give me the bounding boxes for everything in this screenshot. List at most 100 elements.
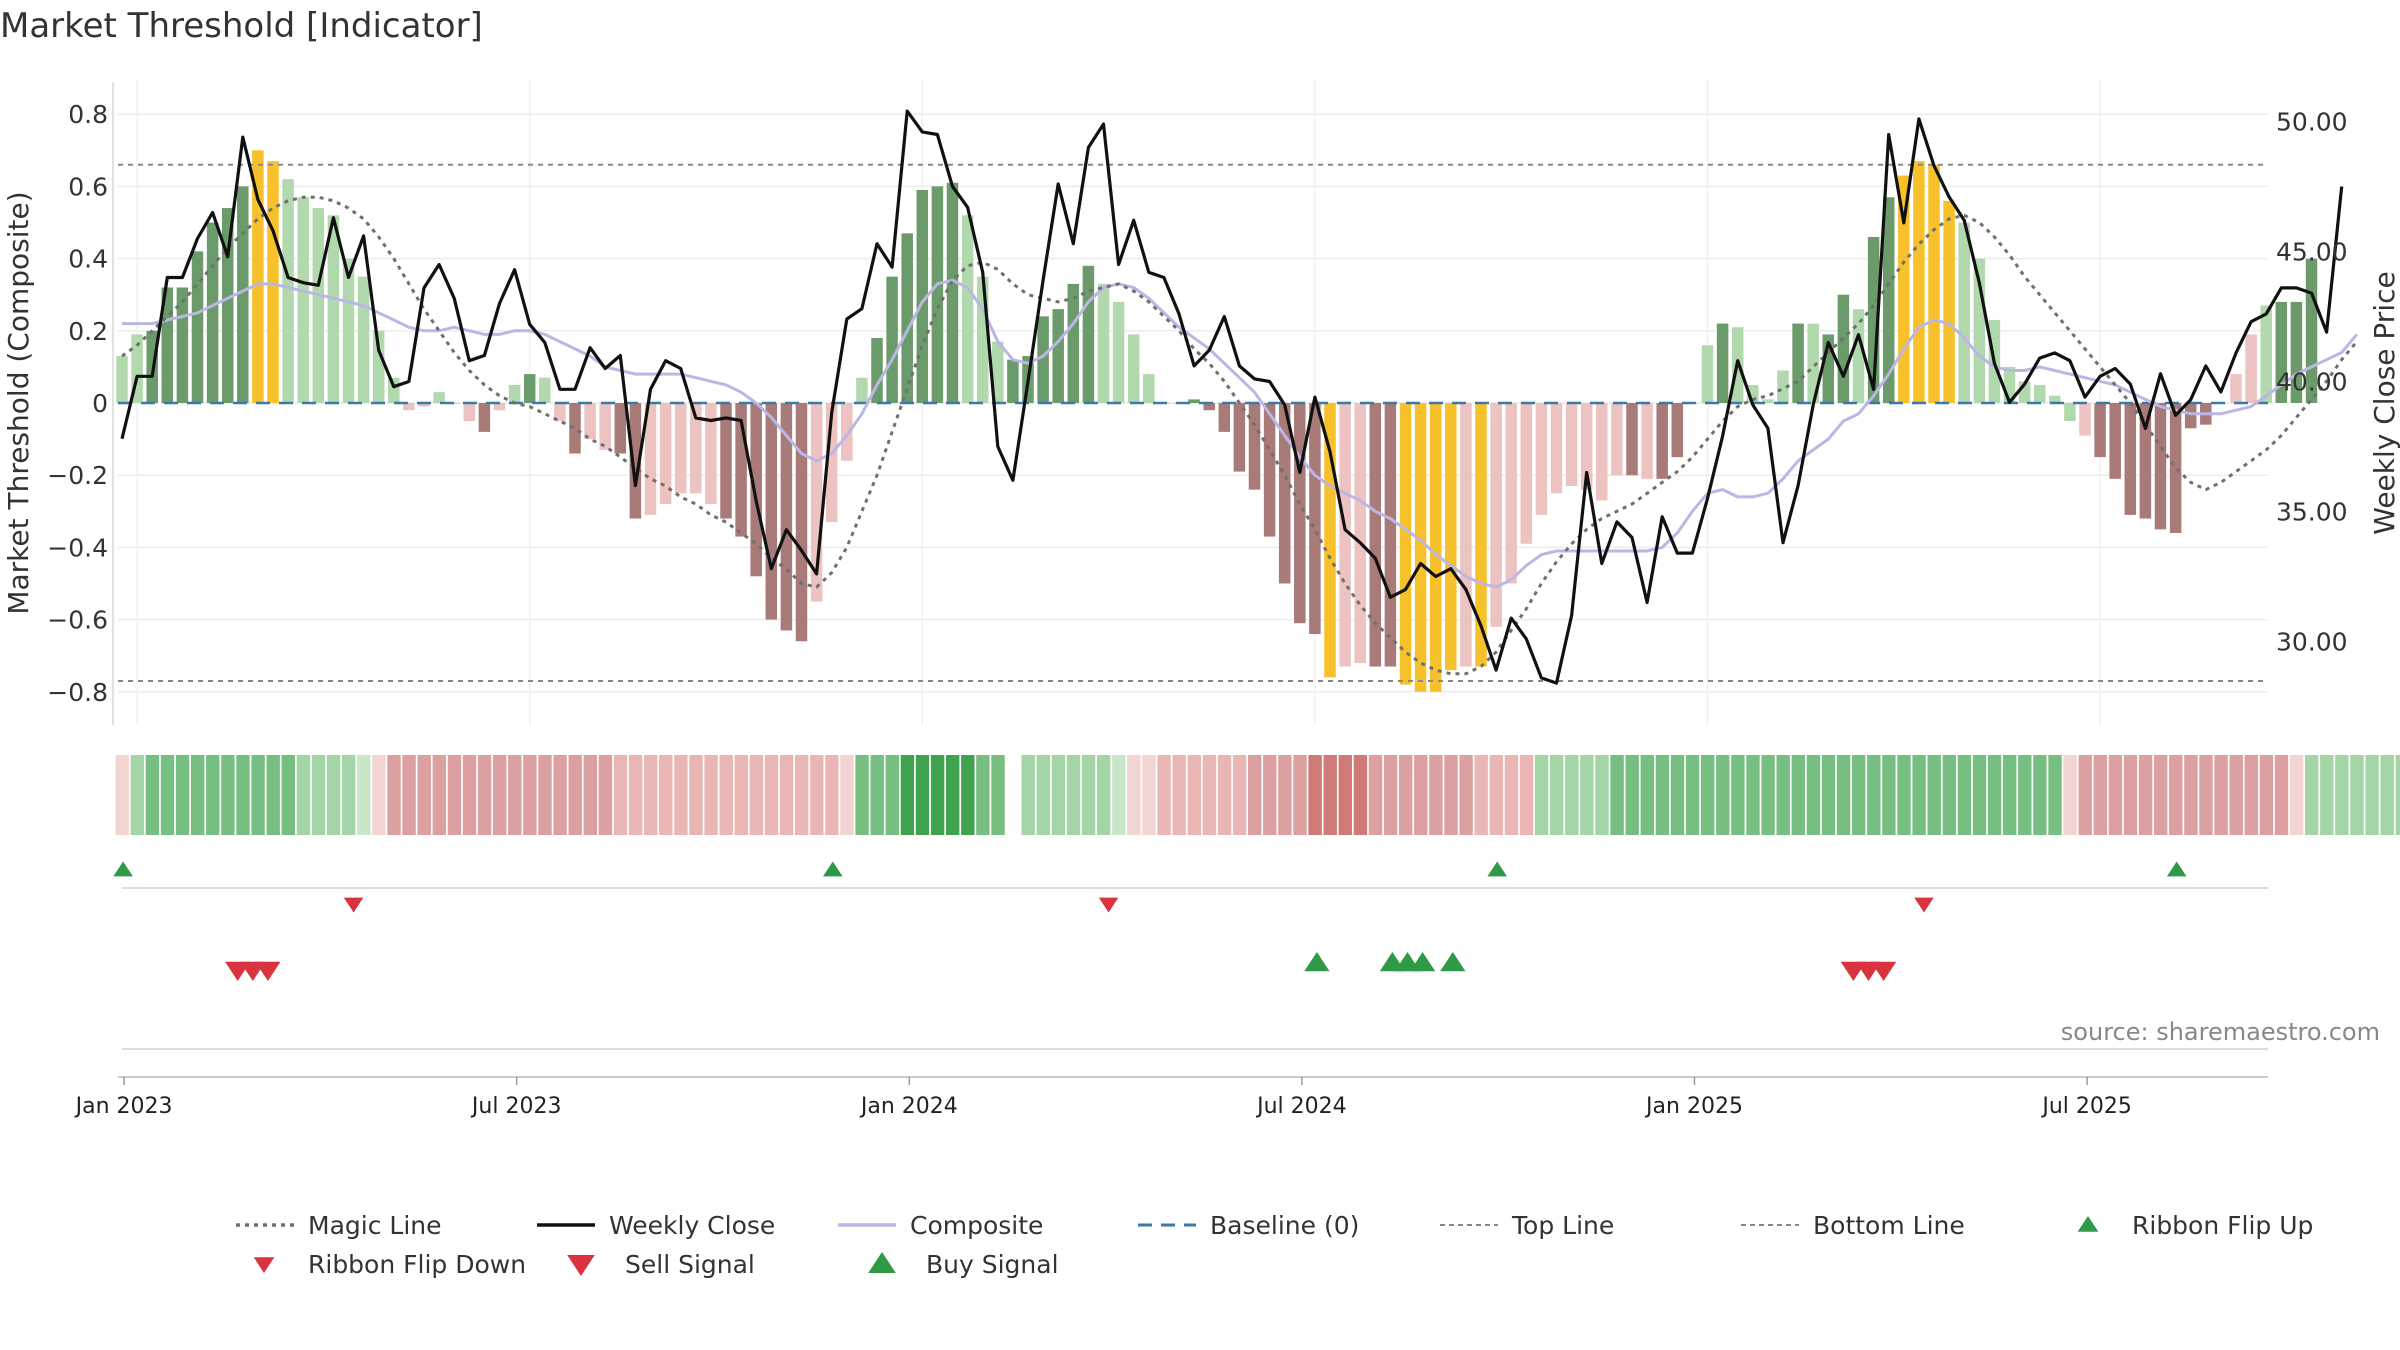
composite-bar — [1822, 334, 1835, 403]
ribbon-segment — [749, 755, 764, 835]
ribbon-segment — [1987, 755, 2002, 835]
ribbon-segment — [1474, 755, 1488, 835]
composite-bar — [478, 403, 491, 432]
composite-bar — [1520, 403, 1533, 544]
composite-bar — [992, 341, 1004, 403]
ribbon-segment — [1791, 755, 1805, 835]
composite-bar — [2094, 403, 2106, 458]
ribbon-segment — [2063, 755, 2077, 835]
ribbon-segment — [326, 755, 341, 835]
legend-item: Baseline (0) — [1138, 1211, 1359, 1240]
composite-bar — [327, 215, 340, 403]
ribbon-segment — [1685, 755, 1700, 835]
ribbon-segment — [2244, 755, 2258, 835]
composite-bar — [1490, 403, 1502, 627]
composite-bar — [1324, 403, 1336, 678]
composite-bar — [1127, 334, 1140, 403]
composite-bar — [554, 403, 566, 422]
legend-item: Magic Line — [236, 1211, 442, 1240]
composite-bar — [916, 190, 929, 403]
ribbon-segment — [885, 755, 899, 835]
composite-bar — [2003, 366, 2016, 403]
ribbon-segment — [2289, 755, 2304, 835]
ribbon-segment — [1081, 755, 1096, 835]
ribbon-segment — [1504, 755, 1519, 835]
ribbon-segment — [1821, 755, 1836, 835]
ribbon-segment — [1293, 755, 1307, 835]
ribbon-segment — [1187, 755, 1201, 835]
composite-bar — [1867, 236, 1880, 403]
composite-bar — [508, 384, 521, 403]
ribbon-segment — [2018, 755, 2032, 835]
legend: Magic Line Weekly Close Composite Baseline … — [236, 1211, 2313, 1279]
composite-bar — [403, 403, 415, 411]
ribbon-segment — [1746, 755, 1760, 835]
composite-bar — [2305, 258, 2318, 403]
composite-bar — [221, 208, 234, 403]
ribbon-segment — [493, 755, 507, 835]
composite-bar — [659, 403, 672, 505]
ribbon-flip-down-marker — [343, 897, 364, 913]
ribbon-segment — [1459, 755, 1473, 835]
x-tick-label: Jul 2025 — [2040, 1094, 2132, 1119]
x-tick-label: Jan 2025 — [1644, 1094, 1743, 1119]
ribbon-segment — [1882, 755, 1896, 835]
ribbon-segment — [1248, 755, 1262, 835]
y2-axis-label: Weekly Close Price — [2368, 271, 2400, 534]
ribbon-segment — [1519, 755, 1534, 835]
ribbon-segment — [1972, 755, 1987, 835]
ribbon-segment — [855, 755, 869, 835]
composite-bar — [1369, 403, 1382, 667]
composite-bar — [886, 276, 898, 403]
legend-label: Buy Signal — [926, 1250, 1059, 1279]
composite-bar — [2245, 334, 2257, 403]
legend-label: Magic Line — [308, 1211, 442, 1240]
composite-bar — [1641, 403, 1653, 479]
ribbon-segment — [2093, 755, 2107, 835]
buy-signal-marker — [1409, 952, 1436, 972]
ribbon-segment — [583, 755, 597, 835]
legend-item: Bottom Line — [1741, 1211, 1965, 1240]
composite-bar — [1852, 309, 1865, 403]
composite-bar — [267, 161, 279, 403]
ribbon-segment — [961, 755, 975, 835]
y2-tick-label: 30.00 — [2276, 628, 2348, 657]
ribbon-segment — [311, 755, 326, 835]
composite-bar — [131, 334, 143, 403]
composite-bar — [1777, 370, 1789, 403]
ribbon-segment — [477, 755, 492, 835]
ribbon-segment — [160, 755, 175, 835]
ribbon-segment — [991, 755, 1005, 835]
composite-bar — [750, 403, 762, 577]
ribbon-segment — [1308, 755, 1322, 835]
ribbon-segment — [1701, 755, 1715, 835]
composite-bar — [1278, 403, 1291, 584]
sell-signal-marker — [255, 961, 281, 981]
composite-bar — [644, 403, 657, 515]
ribbon-segment — [191, 755, 205, 835]
ribbon-segment — [1534, 755, 1549, 835]
composite-bar — [191, 251, 204, 403]
composite-bar — [1792, 323, 1804, 403]
composite-bar — [176, 287, 189, 403]
legend-label: Ribbon Flip Down — [308, 1250, 526, 1279]
composite-bar — [901, 233, 913, 403]
ribbon-segment — [2123, 755, 2138, 835]
composite-bar — [1701, 345, 1714, 403]
ribbon-segment — [2320, 755, 2334, 835]
composite-bar — [1294, 403, 1306, 624]
legend-swatch — [567, 1255, 595, 1276]
ribbon-segment — [462, 755, 477, 835]
y-tick-label: −0.4 — [47, 533, 108, 562]
legend-label: Top Line — [1511, 1211, 1614, 1240]
composite-bar — [1067, 283, 1080, 403]
ribbon-segment — [764, 755, 779, 835]
ribbon-segment — [251, 755, 265, 835]
y-tick-label: 0 — [92, 389, 108, 418]
composite-bar — [1550, 403, 1563, 494]
ribbon-segment — [1595, 755, 1609, 835]
ribbon-segment — [1323, 755, 1337, 835]
composite-bar — [433, 392, 445, 403]
composite-bar — [1218, 403, 1231, 432]
ribbon-segment — [1852, 755, 1866, 835]
